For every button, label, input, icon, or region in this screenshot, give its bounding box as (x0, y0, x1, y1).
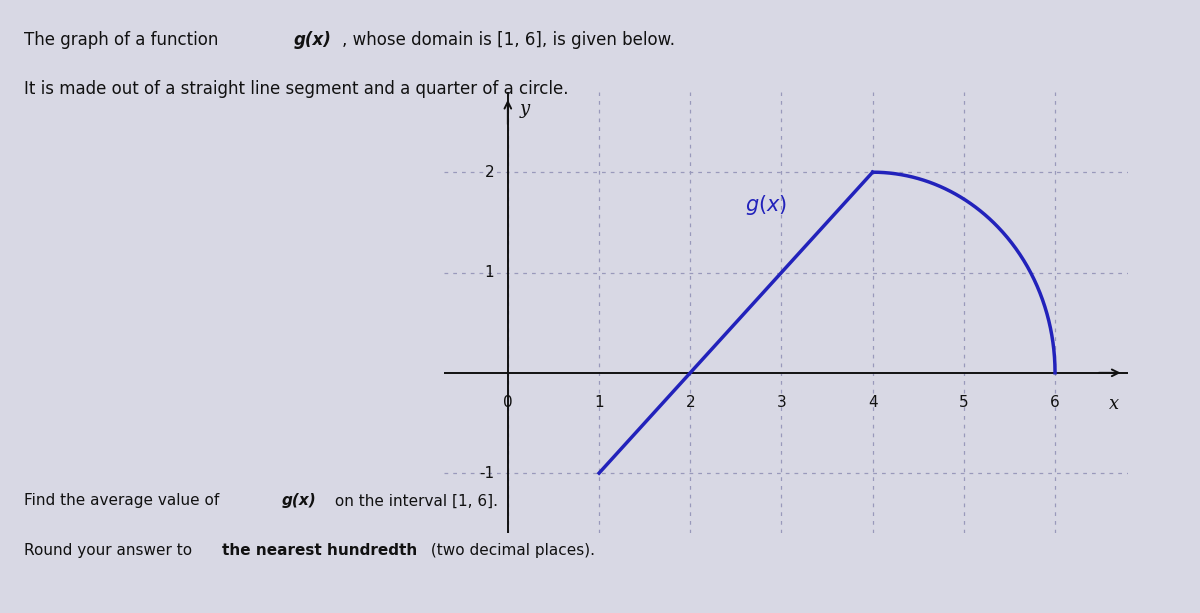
Text: y: y (520, 100, 530, 118)
Text: x: x (1109, 395, 1120, 413)
Text: The graph of a function: The graph of a function (24, 31, 223, 48)
Text: Round your answer to: Round your answer to (24, 543, 197, 557)
Text: 0: 0 (503, 395, 512, 410)
Text: on the interval [1, 6].: on the interval [1, 6]. (330, 493, 498, 508)
Text: 6: 6 (1050, 395, 1060, 410)
Text: 3: 3 (776, 395, 786, 410)
Text: It is made out of a straight line segment and a quarter of a circle.: It is made out of a straight line segmen… (24, 80, 569, 97)
Text: g(x): g(x) (282, 493, 317, 508)
Text: , whose domain is [1, 6], is given below.: , whose domain is [1, 6], is given below… (342, 31, 674, 48)
Text: 4: 4 (868, 395, 877, 410)
Text: g(x): g(x) (294, 31, 332, 48)
Text: $g(x)$: $g(x)$ (745, 193, 787, 218)
Text: 2: 2 (485, 165, 494, 180)
Text: 5: 5 (959, 395, 968, 410)
Text: (two decimal places).: (two decimal places). (426, 543, 595, 557)
Text: Find the average value of: Find the average value of (24, 493, 224, 508)
Text: 1: 1 (485, 265, 494, 280)
Text: 1: 1 (594, 395, 604, 410)
Text: -1: -1 (479, 466, 494, 481)
Text: the nearest hundredth: the nearest hundredth (222, 543, 418, 557)
Text: 2: 2 (685, 395, 695, 410)
